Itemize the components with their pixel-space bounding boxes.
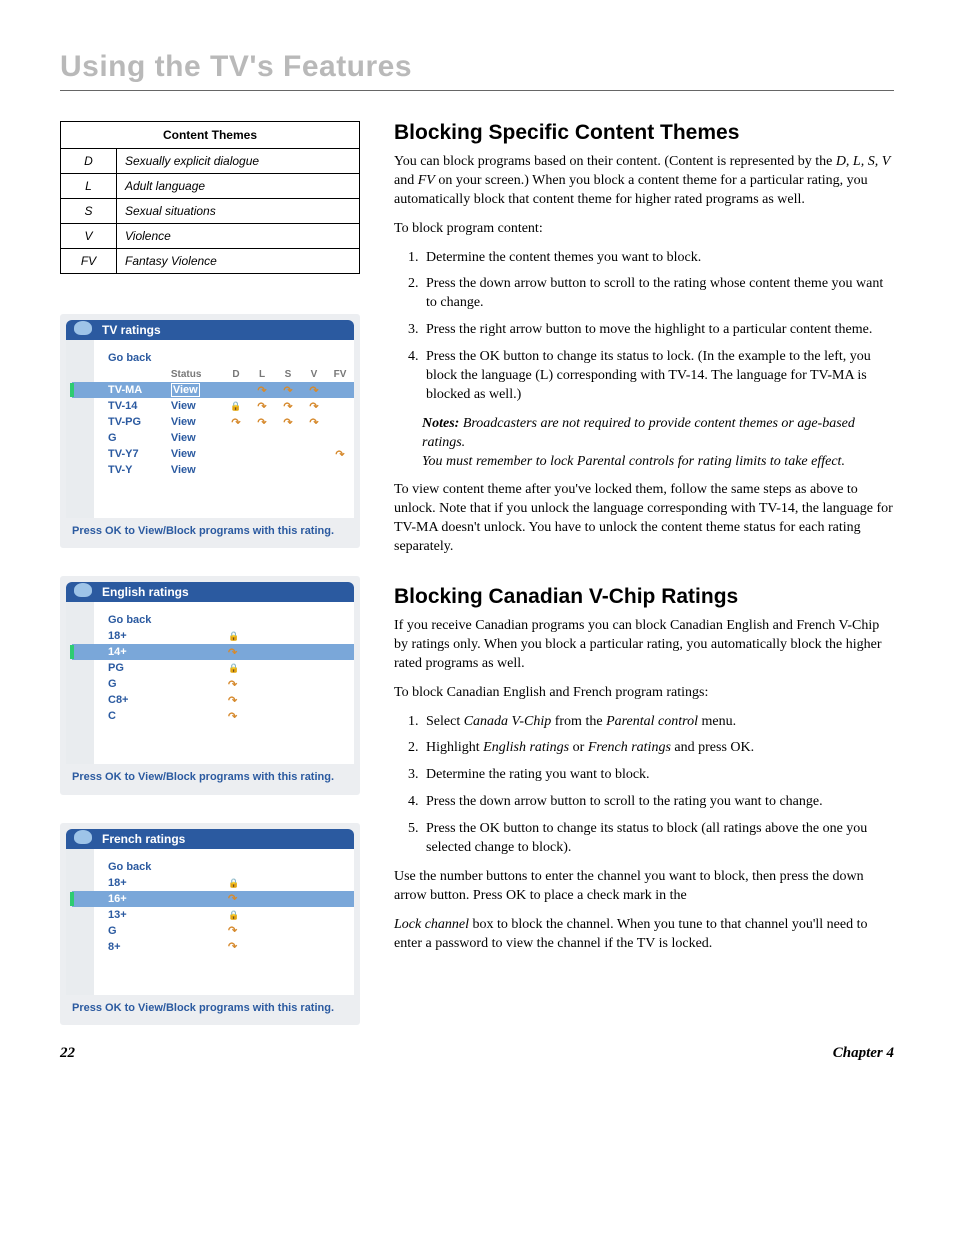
rating-row[interactable]: 18+ [108, 875, 348, 891]
step-3: Press the right arrow button to move the… [422, 321, 894, 340]
content-theme-row: SSexual situations [61, 199, 360, 224]
section-a-steps: Determine the content themes you want to… [394, 249, 894, 405]
english-ratings-panel: English ratings Go back 18+14+PGGC8+C Pr… [60, 576, 360, 794]
rating-row[interactable]: G [108, 676, 348, 692]
section-b-title: Blocking Canadian V-Chip Ratings [394, 585, 894, 609]
section-b-steps: Select Canada V-Chip from the Parental c… [394, 713, 894, 858]
step-4: Press the OK button to change its status… [422, 348, 894, 405]
rating-row[interactable]: 16+ [72, 891, 354, 907]
go-back-row[interactable]: Go back [108, 859, 348, 875]
right-column: Blocking Specific Content Themes You can… [394, 121, 894, 1025]
content-theme-row: LAdult language [61, 174, 360, 199]
rating-row[interactable]: C8+ [108, 692, 348, 708]
section-b-p1: If you receive Canadian programs you can… [394, 617, 894, 674]
menu-icon [74, 830, 92, 844]
rating-row[interactable]: GView [108, 430, 348, 446]
page-header: Using the TV's Features [60, 50, 894, 91]
section-b-p2: To block Canadian English and French pro… [394, 684, 894, 703]
rating-row[interactable]: 18+ [108, 628, 348, 644]
go-back-row[interactable]: Go back [108, 612, 348, 628]
content-theme-row: DSexually explicit dialogue [61, 149, 360, 174]
tv-ratings-title: TV ratings [66, 320, 354, 340]
step-b3: Determine the rating you want to block. [422, 766, 894, 785]
left-column: Content Themes DSexually explicit dialog… [60, 121, 360, 1025]
rating-row[interactable]: 8+ [108, 939, 348, 955]
step-b4: Press the down arrow button to scroll to… [422, 793, 894, 812]
rating-row[interactable]: 13+ [108, 907, 348, 923]
content-themes-table: Content Themes DSexually explicit dialog… [60, 121, 360, 274]
step-2: Press the down arrow button to scroll to… [422, 275, 894, 313]
tv-ratings-footer: Press OK to View/Block programs with thi… [66, 518, 354, 542]
step-1: Determine the content themes you want to… [422, 249, 894, 268]
section-a-p2: To block program content: [394, 220, 894, 239]
rating-row[interactable]: TV-Y7View [108, 446, 348, 462]
step-b1: Select Canada V-Chip from the Parental c… [422, 713, 894, 732]
english-ratings-title: English ratings [66, 582, 354, 602]
rating-row[interactable]: TV-PGView [108, 414, 348, 430]
french-ratings-title: French ratings [66, 829, 354, 849]
chapter-label: Chapter 4 [833, 1045, 894, 1062]
rating-row[interactable]: 14+ [72, 644, 354, 660]
rating-row[interactable]: G [108, 923, 348, 939]
rating-row[interactable]: TV-14View [108, 398, 348, 414]
content-theme-row: VViolence [61, 224, 360, 249]
menu-icon [74, 583, 92, 597]
rating-row[interactable]: C [108, 708, 348, 724]
menu-icon [74, 321, 92, 335]
step-b5: Press the OK button to change its status… [422, 820, 894, 858]
section-b-p4: Lock channel box to block the channel. W… [394, 916, 894, 954]
step-b2: Highlight English ratings or French rati… [422, 739, 894, 758]
section-a-notes: Notes: Broadcasters are not required to … [422, 415, 894, 472]
page-footer: 22 Chapter 4 [60, 1045, 894, 1062]
section-b-p3: Use the number buttons to enter the chan… [394, 868, 894, 906]
rating-row[interactable]: TV-MAView [72, 382, 354, 398]
tv-ratings-panel: TV ratings Go back Status D L S V FV [60, 314, 360, 548]
section-a-p1: You can block programs based on their co… [394, 153, 894, 210]
go-back-row[interactable]: Go back [108, 350, 348, 366]
tv-ratings-header: Status D L S V FV [108, 366, 348, 382]
french-ratings-panel: French ratings Go back 18+16+13+G8+ Pres… [60, 823, 360, 1025]
english-ratings-footer: Press OK to View/Block programs with thi… [66, 764, 354, 788]
section-a-title: Blocking Specific Content Themes [394, 121, 894, 145]
rating-row[interactable]: TV-YView [108, 462, 348, 478]
content-theme-row: FVFantasy Violence [61, 249, 360, 274]
page-number: 22 [60, 1045, 75, 1062]
content-themes-title: Content Themes [61, 122, 360, 149]
french-ratings-footer: Press OK to View/Block programs with thi… [66, 995, 354, 1019]
rating-row[interactable]: PG [108, 660, 348, 676]
section-a-p3: To view content theme after you've locke… [394, 481, 894, 557]
